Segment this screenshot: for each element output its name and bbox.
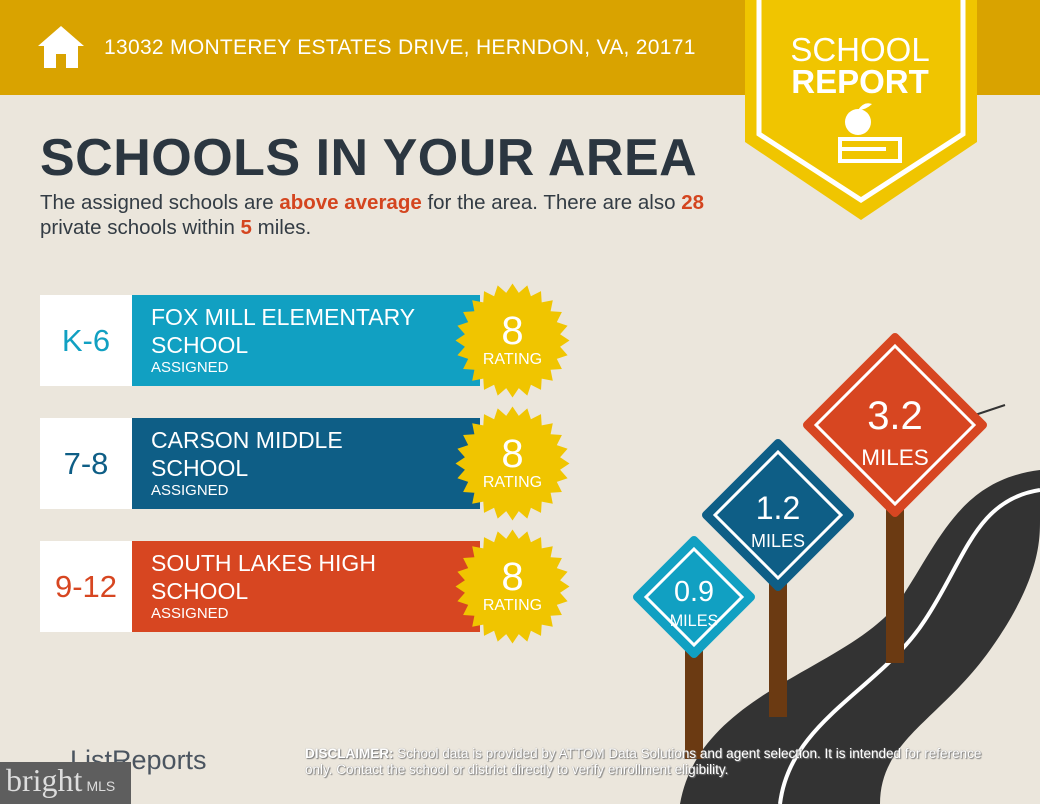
rating-badge: 8 RATING — [482, 432, 543, 491]
distance-sign: 0.9 MILES — [633, 536, 755, 759]
sign-unit: MILES — [751, 531, 805, 551]
school-name: CARSON MIDDLE — [151, 427, 343, 453]
school-name-bar: CARSON MIDDLE SCHOOL ASSIGNED — [132, 418, 480, 509]
school-name-bar: FOX MILL ELEMENTARY SCHOOL ASSIGNED — [132, 295, 480, 386]
school-name-line2: SCHOOL — [151, 578, 249, 604]
sign-value: 3.2 — [867, 394, 923, 438]
rating-starburst — [455, 406, 570, 521]
rating-starburst — [455, 283, 570, 398]
page-title: SCHOOLS IN YOUR AREA — [40, 129, 698, 187]
intro-text: The assigned schools are above average f… — [40, 191, 705, 239]
property-address: 13032 MONTEREY ESTATES DRIVE, HERNDON, V… — [104, 36, 696, 59]
grade-range: 9-12 — [40, 541, 132, 632]
apple-on-book-icon — [838, 103, 902, 163]
badge-line1: SCHOOL — [790, 31, 930, 68]
school-status: ASSIGNED — [151, 605, 229, 622]
distance-sign: 3.2 MILES — [803, 333, 987, 663]
disclaimer: DISCLAIMER: School data is provided by A… — [305, 746, 982, 777]
school-status: ASSIGNED — [151, 359, 229, 376]
badge-line2: REPORT — [791, 63, 929, 100]
school-status: ASSIGNED — [151, 482, 229, 499]
distance-sign: 1.2 MILES — [702, 439, 854, 717]
sign-value: 0.9 — [674, 576, 714, 608]
sign-post — [886, 503, 904, 663]
sign-post — [685, 644, 703, 759]
home-icon — [38, 26, 84, 68]
sign-value: 1.2 — [756, 490, 800, 526]
sign-unit: MILES — [670, 612, 719, 630]
sign-unit: MILES — [861, 445, 929, 470]
school-name-bar: SOUTH LAKES HIGH SCHOOL ASSIGNED — [132, 541, 480, 632]
school-row[interactable]: K-6 FOX MILL ELEMENTARY SCHOOL ASSIGNED … — [40, 283, 570, 398]
grade-range: 7-8 — [40, 418, 132, 509]
school-name: SOUTH LAKES HIGH — [151, 550, 376, 576]
school-name-line2: SCHOOL — [151, 455, 249, 481]
school-row[interactable]: 7-8 CARSON MIDDLE SCHOOL ASSIGNED 8 RATIN… — [40, 406, 570, 521]
school-name: FOX MILL ELEMENTARY — [151, 304, 416, 330]
rating-starburst — [455, 529, 570, 644]
rating-badge: 8 RATING — [482, 555, 543, 614]
sign-post — [769, 577, 787, 717]
grade-range: K-6 — [40, 295, 132, 386]
road-signs-illustration: 0.9 MILES 1.2 MILES 3.2 MILES — [633, 333, 1040, 804]
bright-mls-logo: bright MLS — [0, 762, 131, 804]
road — [680, 470, 1040, 804]
school-name-line2: SCHOOL — [151, 332, 249, 358]
rating-badge: 8 RATING — [482, 309, 543, 368]
school-report-badge — [745, 0, 977, 220]
